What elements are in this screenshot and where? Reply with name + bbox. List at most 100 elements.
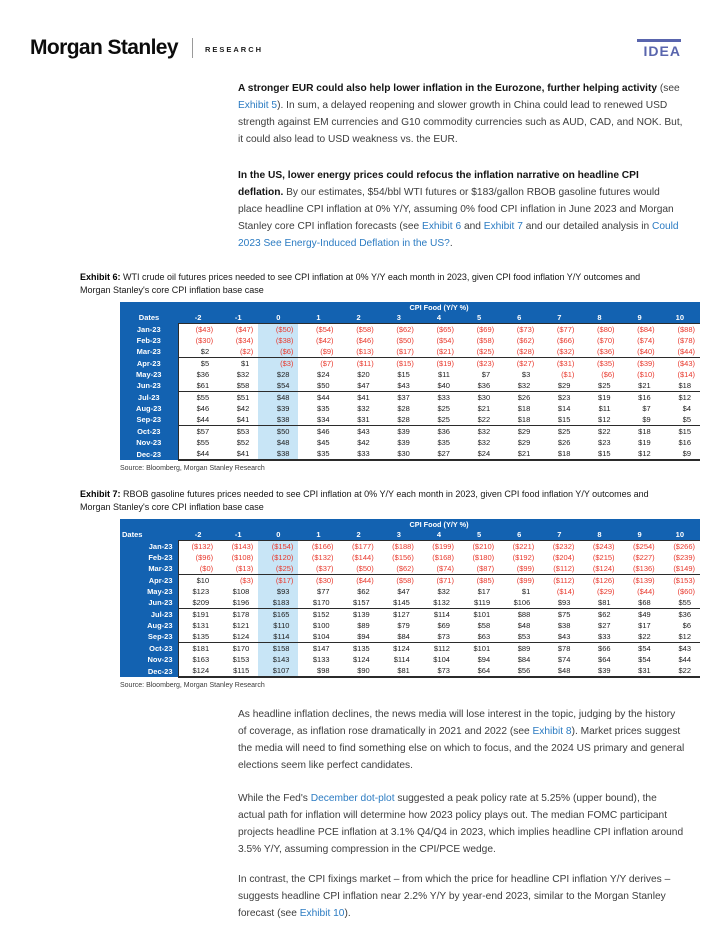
value-cell: $26 xyxy=(539,437,580,448)
value-cell: $132 xyxy=(418,597,459,609)
body-text: As headline inflation declines, the news… xyxy=(238,709,676,738)
value-cell: ($54) xyxy=(418,335,459,346)
exhibit-5-link[interactable]: Exhibit 5 xyxy=(238,100,278,112)
exhibit-6-caption: Exhibit 6: WTI crude oil futures prices … xyxy=(80,271,672,296)
value-cell: $89 xyxy=(338,620,379,631)
value-cell: $143 xyxy=(258,654,299,665)
value-cell: $35 xyxy=(298,403,339,414)
value-cell: $114 xyxy=(258,631,299,643)
value-cell: $68 xyxy=(619,597,660,609)
value-cell: ($32) xyxy=(539,346,580,358)
value-cell: ($23) xyxy=(458,357,500,369)
column-header: 0 xyxy=(258,312,299,324)
value-cell: ($80) xyxy=(579,323,620,335)
exhibit-6-link[interactable]: Exhibit 6 xyxy=(422,221,462,233)
exhibit-7-link[interactable]: Exhibit 7 xyxy=(483,221,523,233)
corner-cell xyxy=(120,519,178,529)
value-cell: ($50) xyxy=(258,323,299,335)
date-cell: Feb-23 xyxy=(120,552,178,563)
body-text: By our estimates, $54/bbl WTI futures or… xyxy=(238,187,674,233)
value-cell: $93 xyxy=(539,597,580,609)
value-cell: $47 xyxy=(378,586,419,597)
date-cell: Apr-23 xyxy=(120,574,178,586)
december-dot-plot-link[interactable]: December dot-plot xyxy=(310,793,395,805)
value-cell: $170 xyxy=(298,597,339,609)
value-cell: $55 xyxy=(177,437,219,448)
dates-label: Dates xyxy=(120,529,178,541)
value-cell: $15 xyxy=(579,448,620,461)
value-cell: $10 xyxy=(177,574,219,586)
value-cell: ($143) xyxy=(218,540,259,552)
value-cell: $42 xyxy=(218,403,259,414)
value-cell: ($66) xyxy=(539,335,580,346)
value-cell: $112 xyxy=(418,642,459,654)
table-row: Feb-23 ($30) ($34) ($38) ($42) ($46) ($50) ($54… xyxy=(120,335,700,346)
value-cell: $114 xyxy=(378,654,419,665)
value-cell: ($17) xyxy=(378,346,419,358)
value-cell: $1 xyxy=(499,586,540,597)
value-cell: ($124) xyxy=(579,563,620,575)
value-cell: $36 xyxy=(458,380,500,392)
value-cell: $44 xyxy=(298,391,339,403)
value-cell: $32 xyxy=(499,380,540,392)
futures-price-table: CPI Food (Y/Y %) Dates -2 -1 0 1 2 3 4 5 6 7 8 9 10 Jan… xyxy=(120,519,700,678)
header-divider xyxy=(191,38,193,58)
date-cell: Oct-23 xyxy=(120,425,178,437)
idea-logo-text: IDEA xyxy=(643,43,681,59)
value-cell: $50 xyxy=(298,380,339,392)
value-cell: $5 xyxy=(177,357,219,369)
value-cell: $18 xyxy=(659,380,700,392)
column-header: 5 xyxy=(458,312,500,324)
value-cell: $12 xyxy=(619,448,660,461)
value-cell: $28 xyxy=(258,369,299,380)
value-cell: $24 xyxy=(298,369,339,380)
value-cell: $48 xyxy=(499,620,540,631)
value-cell: $69 xyxy=(418,620,459,631)
value-cell: $16 xyxy=(659,437,700,448)
value-cell: $22 xyxy=(659,665,700,678)
value-cell: $38 xyxy=(539,620,580,631)
exhibit-8-link[interactable]: Exhibit 8 xyxy=(532,726,572,738)
value-cell: $74 xyxy=(539,654,580,665)
value-cell: ($73) xyxy=(499,323,540,335)
exhibit-10-link[interactable]: Exhibit 10 xyxy=(299,908,345,920)
column-header: -1 xyxy=(218,312,259,324)
value-cell: $54 xyxy=(619,654,660,665)
deflation-report-link[interactable]: Could 2023 See Energy-Induced Deflation … xyxy=(238,221,679,250)
value-cell: ($156) xyxy=(378,552,419,563)
value-cell: $124 xyxy=(177,665,219,678)
value-cell: $36 xyxy=(177,369,219,380)
value-cell: $33 xyxy=(338,448,379,461)
value-cell: $4 xyxy=(659,403,700,414)
value-cell: $78 xyxy=(539,642,580,654)
exhibit-7-label: Exhibit 7: xyxy=(80,489,121,499)
date-cell: Aug-23 xyxy=(120,403,178,414)
value-cell: $163 xyxy=(177,654,219,665)
value-cell: $7 xyxy=(619,403,660,414)
value-cell: $44 xyxy=(177,414,219,426)
value-cell: ($27) xyxy=(499,357,540,369)
value-cell: ($77) xyxy=(539,323,580,335)
value-cell: ($44) xyxy=(659,346,700,358)
value-cell: ($99) xyxy=(499,574,540,586)
value-cell: $32 xyxy=(418,586,459,597)
value-cell: ($13) xyxy=(218,563,259,575)
paragraph-us-energy: In the US, lower energy prices could ref… xyxy=(238,167,685,252)
value-cell: $18 xyxy=(539,448,580,461)
value-cell: ($6) xyxy=(579,369,620,380)
value-cell: $73 xyxy=(418,631,459,643)
value-cell: $147 xyxy=(298,642,339,654)
paragraph-media-interest: As headline inflation declines, the news… xyxy=(238,706,685,774)
value-cell: ($192) xyxy=(499,552,540,563)
value-cell: $48 xyxy=(258,391,299,403)
table-row: Apr-23 $5 $1 ($3) ($7) ($11) ($15) ($19) ($23) ($… xyxy=(120,357,700,369)
body-text: (see xyxy=(657,83,680,95)
value-cell: $46 xyxy=(298,425,339,437)
value-cell: $17 xyxy=(458,586,500,597)
value-cell: ($132) xyxy=(177,540,219,552)
value-cell: $20 xyxy=(338,369,379,380)
table-row: Nov-23 $55 $52 $48 $45 $42 $39 $35 $32 $29 $26 $23 $… xyxy=(120,437,700,448)
value-cell: ($21) xyxy=(418,346,459,358)
value-cell: $21 xyxy=(458,403,500,414)
column-header: -1 xyxy=(218,529,259,541)
